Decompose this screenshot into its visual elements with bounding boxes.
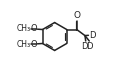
Text: CH₃: CH₃ [16, 40, 30, 49]
Text: D: D [81, 42, 88, 51]
Text: O: O [74, 11, 81, 20]
Text: O: O [30, 40, 37, 49]
Text: D: D [86, 42, 93, 51]
Text: O: O [30, 24, 37, 33]
Text: D: D [89, 31, 95, 40]
Text: CH₃: CH₃ [16, 24, 30, 33]
